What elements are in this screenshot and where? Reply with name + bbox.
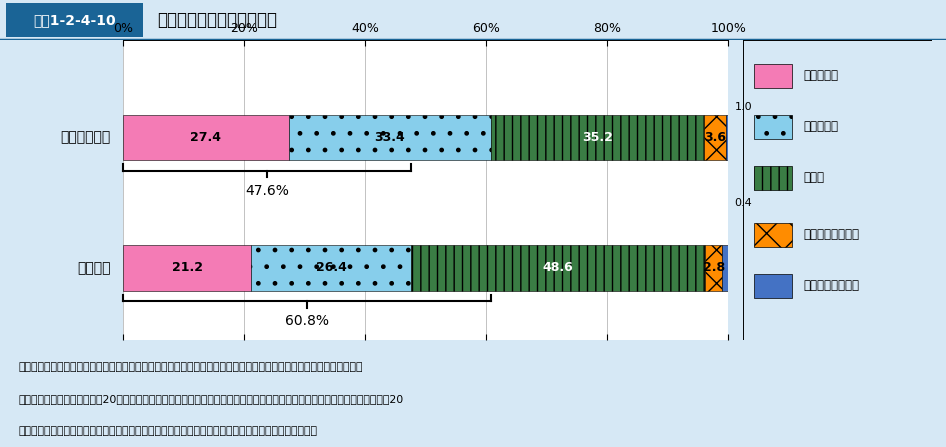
Text: 47.6%: 47.6% [245,184,289,198]
Bar [754,166,792,190]
Text: 35.2: 35.2 [582,131,613,144]
Text: 0.4: 0.4 [734,198,752,208]
Bar [754,274,792,298]
Text: 年末に向けての暮らし向き: 年末に向けての暮らし向き [157,11,277,29]
Bar [754,115,792,139]
Text: 26.4: 26.4 [316,261,346,274]
Text: やや苦しい: やや苦しい [803,120,838,133]
Text: 3.6: 3.6 [704,131,727,144]
Text: 図表1-2-4-10: 図表1-2-4-10 [33,13,115,27]
Bar [723,245,728,291]
Text: 60.8%: 60.8% [285,314,329,328]
Bar [123,245,252,291]
Bar [726,115,728,160]
Text: 資料：独立行政法人労働政策研究・研修機構「新型コロナウイルス感染症のひとり親家庭への影響に関する緊急調査」: 資料：独立行政法人労働政策研究・研修機構「新型コロナウイルス感染症のひとり親家庭… [19,362,363,371]
Bar [123,115,289,160]
Text: ひとり親以外: ひとり親以外 [61,131,111,144]
Bar [491,115,704,160]
Text: 2.8: 2.8 [703,261,725,274]
Text: ひとり親: ひとり親 [78,261,111,275]
Text: 大変ゆとりがある: 大変ゆとりがある [803,279,859,292]
Text: 33.4: 33.4 [375,131,405,144]
Bar [754,223,792,247]
FancyBboxPatch shape [6,3,143,37]
Text: 27.4: 27.4 [190,131,221,144]
Text: （注）　「ひとり親」は「渁20歳未満の子どもを養育しているひとり親（未婚・離婚・死別者）」、「ひとり親以外」は「渁20: （注） 「ひとり親」は「渁20歳未満の子どもを養育しているひとり親（未婚・離婚・… [19,394,404,404]
Bar [754,64,792,88]
Bar [289,115,491,160]
Bar [704,115,726,160]
Bar [252,245,412,291]
Bar [706,245,723,291]
Text: 歳未満の子どもを養育している既婚者、子どもを養育していない既婚・未婚・離婚・死別者」。: 歳未満の子どもを養育している既婚者、子どもを養育していない既婚・未婚・離婚・死別… [19,426,318,436]
Text: 大変苦しい: 大変苦しい [803,69,838,82]
Text: 1.0: 1.0 [734,102,752,112]
Text: ふつう: ふつう [803,171,824,184]
Text: 21.2: 21.2 [171,261,202,274]
Bar [412,245,706,291]
Text: ややゆとりがある: ややゆとりがある [803,228,859,241]
Text: 48.6: 48.6 [543,261,573,274]
